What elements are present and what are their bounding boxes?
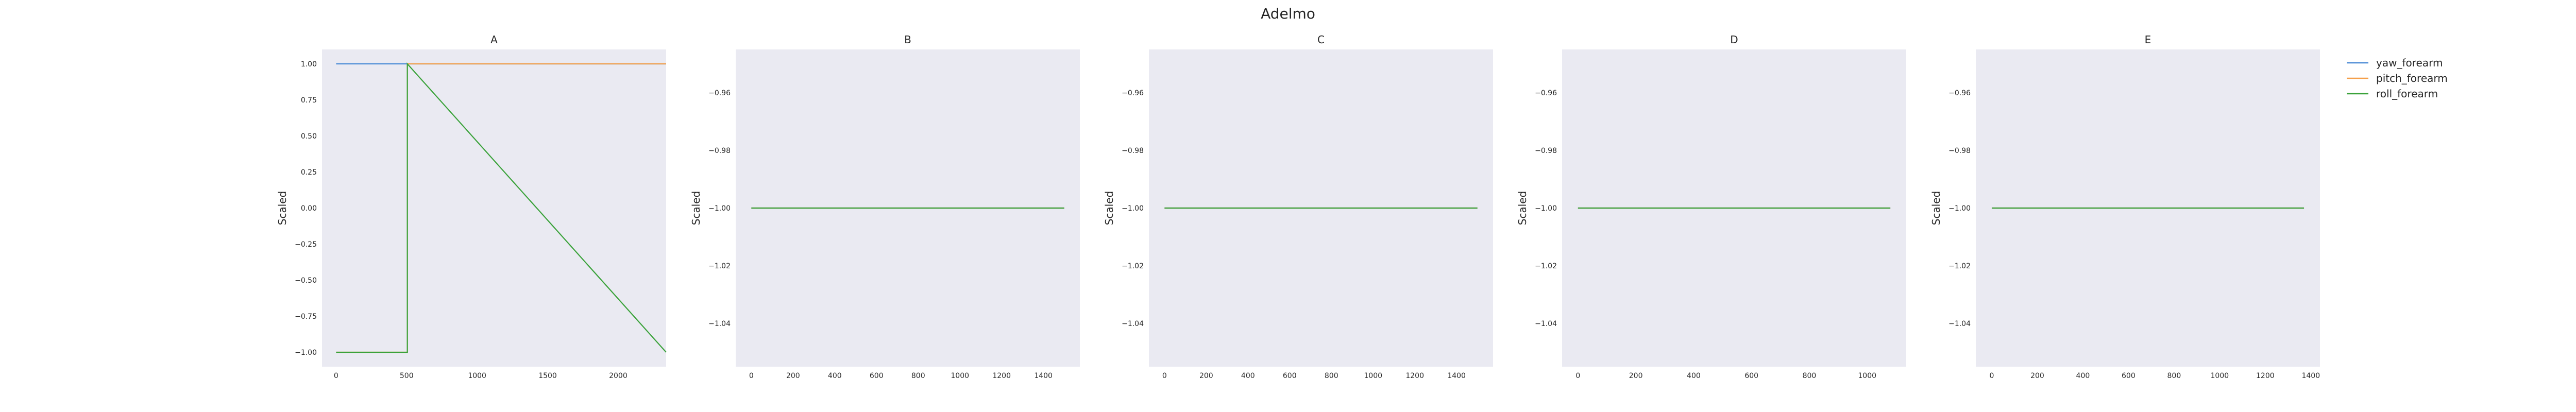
- subplot-title: D: [1730, 33, 1738, 46]
- y-tick-label: 0.75: [301, 96, 317, 105]
- y-tick-label: −1.00: [1535, 204, 1557, 213]
- y-tick-label: −0.50: [295, 277, 317, 285]
- y-axis-label: Scaled: [1103, 191, 1115, 226]
- x-tick-label: 1200: [2256, 372, 2275, 380]
- x-tick-label: 0: [1575, 372, 1580, 380]
- subplot-title: E: [2145, 33, 2151, 46]
- y-tick-label: 1.00: [301, 60, 317, 68]
- y-tick-label: −0.96: [1535, 89, 1557, 97]
- y-axis-label: Scaled: [690, 191, 702, 226]
- subplot-D: D Scaled −0.96 −0.98 −1.00 −1.02 −1.04 0 200 400 6…: [1516, 33, 1906, 380]
- y-tick-label: −1.02: [708, 262, 731, 270]
- subplots: A Scaled 1.00 0.75 0.50 0.25 0.00 −0.25 −0.50 −0.…: [276, 33, 2320, 380]
- x-tick-label: 600: [2122, 372, 2136, 380]
- y-tick-label: −1.00: [708, 204, 731, 213]
- y-tick-label: −1.00: [1948, 204, 1971, 213]
- x-tick-label: 1000: [468, 372, 486, 380]
- x-tick-label: 0: [1990, 372, 1994, 380]
- legend: yaw_forearm pitch_forearm roll_forearm: [2347, 57, 2448, 100]
- x-tick-label: 600: [870, 372, 884, 380]
- subplot-title: B: [904, 33, 911, 46]
- y-tick-label: −0.75: [295, 313, 317, 321]
- x-tick-label: 1000: [1364, 372, 1382, 380]
- subplot-C: C Scaled −0.96 −0.98 −1.00 −1.02 −1.04 0 200 400 6…: [1103, 33, 1493, 380]
- figure-title: Adelmo: [1261, 5, 1315, 22]
- legend-label: roll_forearm: [2376, 88, 2438, 100]
- x-tick-label: 0: [749, 372, 754, 380]
- y-tick-label: −1.04: [1535, 320, 1557, 328]
- series-line-roll_forearm: [336, 62, 667, 353]
- y-tick-label: −1.02: [1122, 262, 1144, 270]
- x-tick-label: 1400: [2301, 372, 2320, 380]
- subplot-B: B Scaled −0.96 −0.98 −1.00 −1.02 −1.04 0 200 400 6…: [690, 33, 1080, 380]
- x-tick-label: 200: [1629, 372, 1643, 380]
- x-tick-label: 500: [400, 372, 414, 380]
- x-tick-label: 800: [1325, 372, 1338, 380]
- y-tick-label: 0.00: [301, 204, 317, 213]
- subplot-A: A Scaled 1.00 0.75 0.50 0.25 0.00 −0.25 −0.50 −0.…: [276, 33, 667, 380]
- y-tick-label: 0.25: [301, 168, 317, 177]
- x-tick-label: 1500: [538, 372, 557, 380]
- legend-item: pitch_forearm: [2347, 72, 2448, 84]
- y-tick-label: −0.98: [1535, 147, 1557, 155]
- x-tick-label: 600: [1283, 372, 1297, 380]
- x-tick-label: 600: [1744, 372, 1758, 380]
- x-tick-label: 1200: [1405, 372, 1424, 380]
- y-tick-label: −1.04: [1948, 320, 1971, 328]
- y-tick-label: −0.98: [1122, 147, 1144, 155]
- y-tick-label: −0.25: [295, 241, 317, 249]
- y-tick-label: −1.00: [295, 349, 317, 357]
- legend-label: yaw_forearm: [2376, 57, 2443, 69]
- x-tick-label: 1000: [1858, 372, 1876, 380]
- x-tick-label: 400: [828, 372, 842, 380]
- y-tick-label: −1.02: [1948, 262, 1971, 270]
- x-tick-label: 200: [786, 372, 800, 380]
- y-tick-label: −0.98: [1948, 147, 1971, 155]
- x-tick-label: 400: [2076, 372, 2090, 380]
- x-tick-label: 400: [1687, 372, 1701, 380]
- x-tick-label: 800: [911, 372, 925, 380]
- x-tick-label: 1000: [2211, 372, 2229, 380]
- y-tick-label: 0.50: [301, 132, 317, 141]
- x-tick-label: 2000: [609, 372, 628, 380]
- y-tick-label: −1.04: [1122, 320, 1144, 328]
- y-tick-label: −0.96: [708, 89, 731, 97]
- x-tick-label: 1400: [1447, 372, 1466, 380]
- legend-item: yaw_forearm: [2347, 57, 2443, 69]
- y-tick-label: −1.04: [708, 320, 731, 328]
- y-tick-label: −0.96: [1122, 89, 1144, 97]
- x-tick-label: 800: [1803, 372, 1817, 380]
- y-tick-label: −0.96: [1948, 89, 1971, 97]
- y-tick-label: −1.00: [1122, 204, 1144, 213]
- x-tick-label: 0: [1162, 372, 1167, 380]
- legend-item: roll_forearm: [2347, 88, 2438, 100]
- x-tick-label: 1000: [951, 372, 969, 380]
- x-tick-label: 1400: [1034, 372, 1053, 380]
- y-axis-label: Scaled: [276, 191, 289, 226]
- subplot-title: C: [1317, 33, 1325, 46]
- x-tick-label: 200: [2030, 372, 2044, 380]
- y-axis-label: Scaled: [1930, 191, 1942, 226]
- x-tick-label: 400: [1241, 372, 1255, 380]
- x-tick-label: 1200: [992, 372, 1011, 380]
- plot-area: [322, 49, 666, 367]
- x-tick-label: 800: [2167, 372, 2181, 380]
- y-tick-label: −0.98: [708, 147, 731, 155]
- x-tick-label: 0: [334, 372, 338, 380]
- subplot-E: E Scaled −0.96 −0.98 −1.00 −1.02 −1.04 0 200 400 6…: [1930, 33, 2320, 380]
- y-axis-label: Scaled: [1516, 191, 1529, 226]
- subplot-title: A: [490, 33, 498, 46]
- y-tick-label: −1.02: [1535, 262, 1557, 270]
- legend-label: pitch_forearm: [2376, 72, 2448, 84]
- x-tick-label: 200: [1199, 372, 1213, 380]
